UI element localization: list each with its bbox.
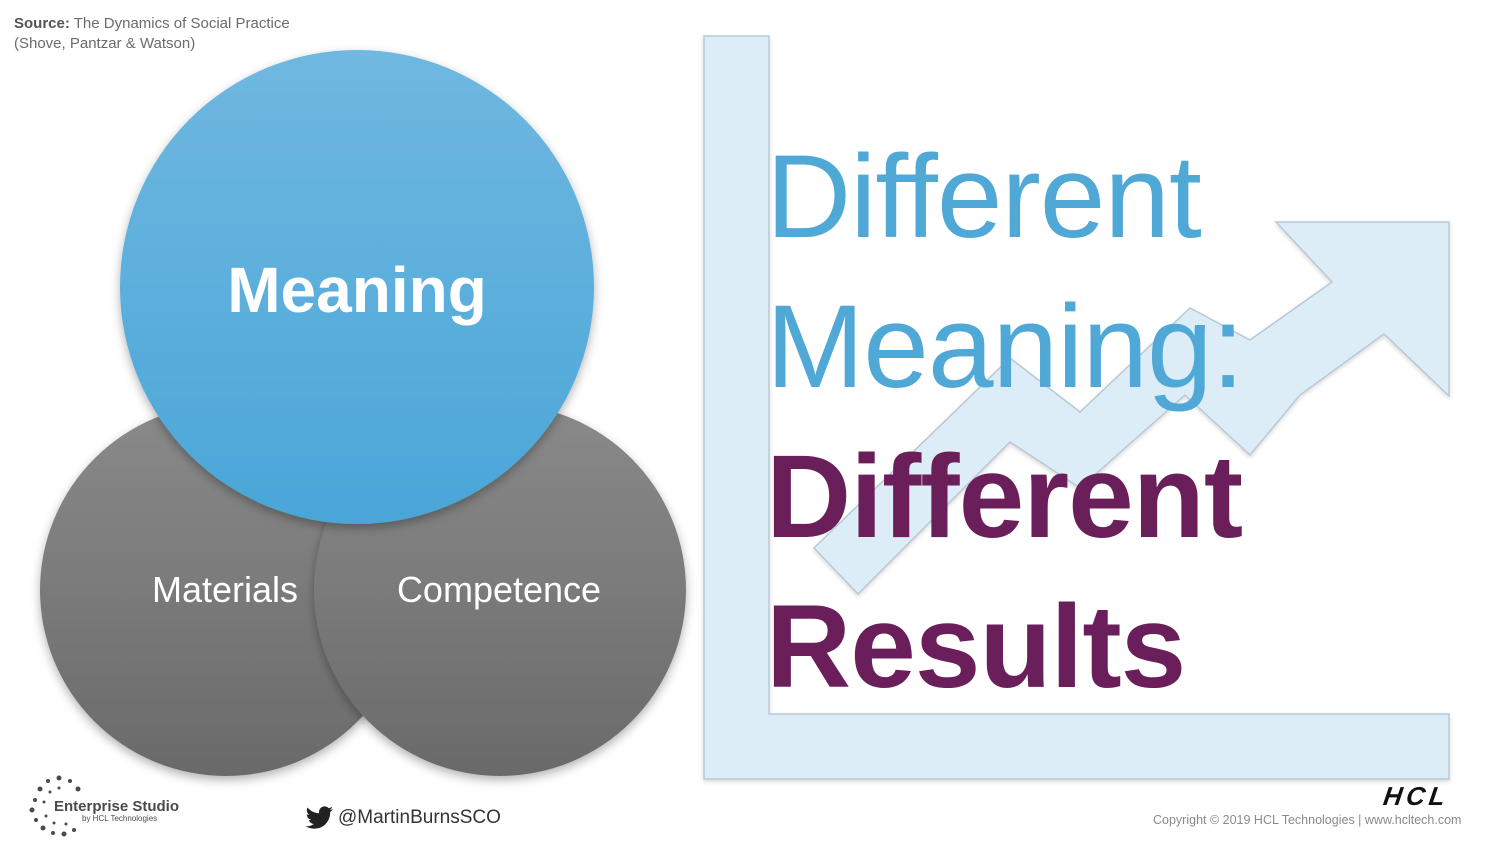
source-citation: Source: The Dynamics of Social Practice … — [14, 14, 290, 54]
hcl-brand: HCL — [1382, 784, 1452, 808]
headline-line-1: Different — [766, 131, 1202, 263]
hcl-logo: HCL — [1382, 784, 1452, 808]
zigzag-arrow-icon — [812, 221, 1450, 596]
copyright-text: Copyright © 2019 HCL Technologies | www.… — [1153, 813, 1462, 827]
twitter-handle: @MartinBurnsSCO — [338, 807, 501, 828]
source-authors: (Shove, Pantzar & Watson) — [14, 35, 196, 52]
chart-axes-shape — [703, 35, 1450, 780]
dots-ring-icon — [29, 775, 81, 837]
headline-line-2: Meaning: — [766, 281, 1244, 413]
headline-line-3: Different — [766, 431, 1243, 563]
studio-name: Enterprise Studio — [54, 798, 180, 815]
headline-line-4: Results — [766, 581, 1186, 713]
venn-diagram: Meaning Materials Competence — [40, 50, 686, 776]
bird-icon — [306, 806, 333, 829]
source-label: Source: — [14, 15, 70, 32]
meaning-circle — [120, 50, 594, 524]
materials-label: Materials — [152, 569, 298, 610]
enterprise-studio-logo: Enterprise Studio by HCL Technologies — [26, 772, 206, 838]
competence-label: Competence — [397, 569, 601, 610]
twitter-handle-link[interactable]: @MartinBurnsSCO — [306, 806, 501, 830]
headline: Different Meaning: Different Results — [766, 122, 1244, 722]
meaning-label: Meaning — [227, 254, 487, 326]
source-title: The Dynamics of Social Practice — [73, 15, 290, 32]
studio-sub: by HCL Technologies — [82, 814, 158, 823]
